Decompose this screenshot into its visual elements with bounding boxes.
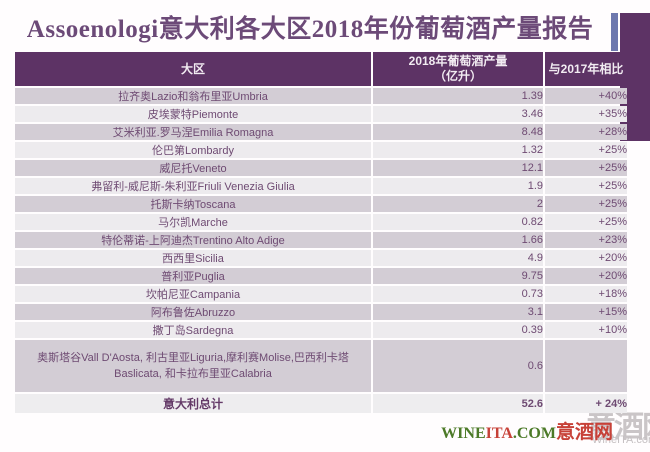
region-cell: 托斯卡纳Toscana	[15, 196, 371, 212]
region-cell: 拉齐奥Lazio和翁布里亚Umbria	[15, 88, 371, 104]
production-cell: 4.9	[373, 250, 543, 266]
change-cell: +25%	[545, 178, 627, 194]
logo-ita-segment: ITA	[485, 425, 513, 442]
change-cell: +28%	[545, 124, 627, 140]
production-cell: 3.1	[373, 304, 543, 320]
production-cell: 1.39	[373, 88, 543, 104]
total-change: + 24%	[545, 394, 627, 413]
table-row: 威尼托Veneto 12.1 +25%	[15, 160, 627, 176]
region-cell: 艾米利亚.罗马涅Emilia Romagna	[15, 124, 371, 140]
production-cell: 1.32	[373, 142, 543, 158]
wineita-logo: WINEITA.COM意酒网	[0, 417, 613, 444]
region-cell: 弗留利-威尼斯-朱利亚Friuli Venezia Giulia	[15, 178, 371, 194]
region-cell: 威尼托Veneto	[15, 160, 371, 176]
table-row: 弗留利-威尼斯-朱利亚Friuli Venezia Giulia 1.9 +25…	[15, 178, 627, 194]
production-cell: 12.1	[373, 160, 543, 176]
page-title: Assoenologi意大利各大区2018年份葡萄酒产量报告	[26, 16, 594, 43]
production-cell: 1.9	[373, 178, 543, 194]
production-cell: 9.75	[373, 268, 543, 284]
table-row: 奥斯塔谷Vall D'Aosta, 利古里亚Liguria,摩利赛Molise,…	[15, 340, 627, 392]
region-cell: 奥斯塔谷Vall D'Aosta, 利古里亚Liguria,摩利赛Molise,…	[15, 340, 371, 392]
watermark-en-text: WineITA.com	[592, 434, 650, 446]
table-row: 拉齐奥Lazio和翁布里亚Umbria 1.39 +40%	[15, 88, 627, 104]
change-cell: +20%	[545, 250, 627, 266]
region-cell: 伦巴第Lombardy	[15, 142, 371, 158]
change-cell: +10%	[545, 322, 627, 338]
table-row: 特伦蒂诺-上阿迪杰Trentino Alto Adige 1.66 +23%	[15, 232, 627, 248]
table-body: 拉齐奥Lazio和翁布里亚Umbria 1.39 +40% 皮埃蒙特Piemon…	[15, 88, 627, 392]
change-cell: +25%	[545, 214, 627, 230]
production-cell: 1.66	[373, 232, 543, 248]
production-cell: 0.6	[373, 340, 543, 392]
region-cell: 普利亚Puglia	[15, 268, 371, 284]
region-cell: 撒丁岛Sardegna	[15, 322, 371, 338]
col-header-production: 2018年葡萄酒产量 （亿升）	[373, 52, 543, 86]
region-cell: 阿布鲁佐Abruzzo	[15, 304, 371, 320]
change-cell: +23%	[545, 232, 627, 248]
wine-production-table: 大区 2018年葡萄酒产量 （亿升） 与2017年相比 拉齐奥Lazio和翁布里…	[13, 50, 629, 415]
region-cell: 马尔凯Marche	[15, 214, 371, 230]
total-production: 52.6	[373, 394, 543, 413]
table-row: 艾米利亚.罗马涅Emilia Romagna 8.48 +28%	[15, 124, 627, 140]
change-cell: +35%	[545, 106, 627, 122]
total-row: 意大利总计 52.6 + 24%	[15, 394, 627, 413]
region-cell: 特伦蒂诺-上阿迪杰Trentino Alto Adige	[15, 232, 371, 248]
col-header-change: 与2017年相比	[545, 52, 627, 86]
production-cell: 0.82	[373, 214, 543, 230]
region-cell: 西西里Sicilia	[15, 250, 371, 266]
change-cell: +18%	[545, 286, 627, 302]
table-row: 普利亚Puglia 9.75 +20%	[15, 268, 627, 284]
table-row: 皮埃蒙特Piemonte 3.46 +35%	[15, 106, 627, 122]
table-total: 意大利总计 52.6 + 24%	[15, 394, 627, 413]
table-row: 坎帕尼亚Campania 0.73 +18%	[15, 286, 627, 302]
header-row: 大区 2018年葡萄酒产量 （亿升） 与2017年相比	[15, 52, 627, 86]
change-cell: +15%	[545, 304, 627, 320]
logo-wine-segment: WINE	[441, 425, 486, 442]
production-cell: 3.46	[373, 106, 543, 122]
region-cell: 皮埃蒙特Piemonte	[15, 106, 371, 122]
total-label: 意大利总计	[15, 394, 371, 413]
region-cell: 坎帕尼亚Campania	[15, 286, 371, 302]
logo-cn-segment: 意酒网	[555, 422, 613, 443]
logo-com-segment: .COM	[512, 425, 556, 442]
change-cell: +20%	[545, 268, 627, 284]
table-row: 阿布鲁佐Abruzzo 3.1 +15%	[15, 304, 627, 320]
table-row: 伦巴第Lombardy 1.32 +25%	[15, 142, 627, 158]
col-header-production-line2: （亿升）	[433, 69, 482, 83]
table-row: 撒丁岛Sardegna 0.39 +10%	[15, 322, 627, 338]
production-cell: 8.48	[373, 124, 543, 140]
change-cell: +25%	[545, 196, 627, 212]
production-cell: 0.73	[373, 286, 543, 302]
table-row: 马尔凯Marche 0.82 +25%	[15, 214, 627, 230]
table-row: 西西里Sicilia 4.9 +20%	[15, 250, 627, 266]
col-header-production-line1: 2018年葡萄酒产量	[408, 54, 508, 68]
production-cell: 2	[373, 196, 543, 212]
change-cell	[545, 340, 627, 392]
table-header: 大区 2018年葡萄酒产量 （亿升） 与2017年相比	[15, 52, 627, 86]
watermark-cn-text: 意酒网	[586, 411, 650, 444]
change-cell: +40%	[545, 88, 627, 104]
table-row: 托斯卡纳Toscana 2 +25%	[15, 196, 627, 212]
col-header-region: 大区	[15, 52, 371, 86]
production-cell: 0.39	[373, 322, 543, 338]
decoration-blue-bar	[611, 13, 618, 51]
change-cell: +25%	[545, 160, 627, 176]
change-cell: +25%	[545, 142, 627, 158]
